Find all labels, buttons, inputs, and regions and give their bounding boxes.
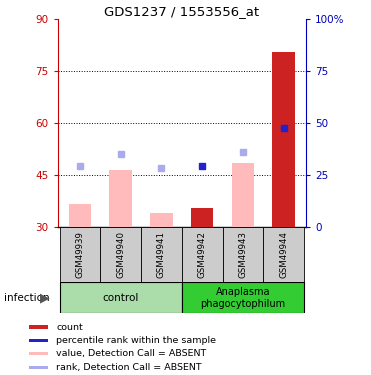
- Text: count: count: [56, 322, 83, 332]
- Bar: [29, 326, 47, 328]
- Text: GSM49943: GSM49943: [239, 231, 247, 279]
- Bar: [59, 282, 182, 313]
- Text: Anaplasma
phagocytophilum: Anaplasma phagocytophilum: [200, 287, 285, 309]
- Bar: [29, 352, 47, 355]
- Bar: [150, 213, 173, 227]
- Bar: [100, 227, 141, 283]
- Bar: [69, 204, 91, 227]
- Text: infection: infection: [4, 293, 49, 303]
- Text: GSM49942: GSM49942: [198, 231, 207, 279]
- Bar: [191, 208, 213, 227]
- Text: control: control: [102, 293, 139, 303]
- Bar: [29, 366, 47, 369]
- Text: value, Detection Call = ABSENT: value, Detection Call = ABSENT: [56, 349, 206, 358]
- Bar: [223, 227, 263, 283]
- Text: GSM49941: GSM49941: [157, 231, 166, 279]
- Text: GSM49944: GSM49944: [279, 231, 288, 279]
- Bar: [109, 170, 132, 227]
- Bar: [232, 163, 254, 227]
- Bar: [182, 227, 223, 283]
- Bar: [141, 227, 182, 283]
- Bar: [272, 52, 295, 227]
- Text: rank, Detection Call = ABSENT: rank, Detection Call = ABSENT: [56, 363, 202, 372]
- Bar: [59, 227, 100, 283]
- Text: GSM49939: GSM49939: [75, 231, 85, 278]
- Text: percentile rank within the sample: percentile rank within the sample: [56, 336, 216, 345]
- Title: GDS1237 / 1553556_at: GDS1237 / 1553556_at: [104, 4, 259, 18]
- Text: GSM49940: GSM49940: [116, 231, 125, 279]
- Bar: [29, 339, 47, 342]
- Bar: [263, 227, 304, 283]
- Bar: [182, 282, 304, 313]
- Text: ▶: ▶: [40, 292, 49, 304]
